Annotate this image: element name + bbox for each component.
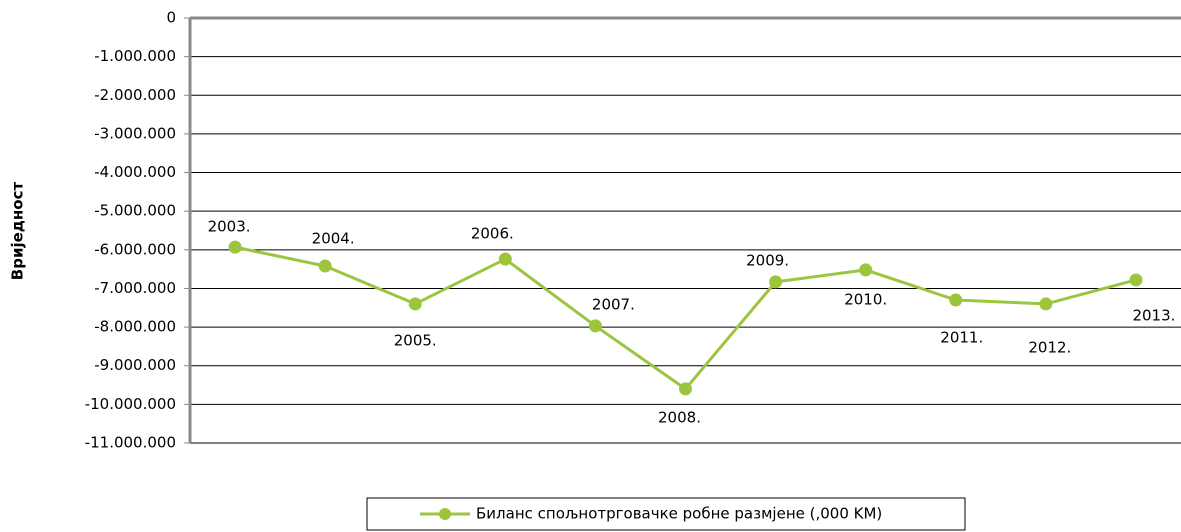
legend-label: Биланс спољнотрговачке робне размјене (,… <box>476 505 882 523</box>
point-label: 2013. <box>1132 306 1175 324</box>
point-label: 2008. <box>658 408 701 426</box>
point-label: 2007. <box>592 295 635 313</box>
y-tick-label: -5.000.000 <box>94 202 176 220</box>
y-tick-label: -9.000.000 <box>94 356 176 374</box>
y-tick-label: -4.000.000 <box>94 163 176 181</box>
y-tick-label: -7.000.000 <box>94 279 176 297</box>
y-tick-label: 0 <box>166 9 176 27</box>
point-label: 2004. <box>312 230 355 248</box>
point <box>228 240 242 254</box>
point <box>859 263 873 277</box>
point <box>1039 297 1053 311</box>
point <box>769 275 783 289</box>
point <box>498 252 512 266</box>
point <box>949 293 963 307</box>
point-label: 2011. <box>940 329 983 347</box>
point <box>1129 273 1143 287</box>
point-label: 2003. <box>208 218 251 236</box>
point <box>588 319 602 333</box>
y-tick-label: -6.000.000 <box>94 240 176 258</box>
point-label: 2005. <box>394 331 437 349</box>
point-label: 2009. <box>746 251 789 269</box>
y-tick-label: -8.000.000 <box>94 318 176 336</box>
point-label: 2006. <box>471 225 514 243</box>
y-tick-label: -2.000.000 <box>94 86 176 104</box>
point <box>318 259 332 273</box>
y-tick-label: -3.000.000 <box>94 124 176 142</box>
y-tick-label: -10.000.000 <box>85 395 176 413</box>
legend-marker <box>439 508 451 520</box>
y-tick-label: -1.000.000 <box>94 47 176 65</box>
point-label: 2012. <box>1028 338 1071 356</box>
point <box>679 382 692 396</box>
y-tick-label: -11.000.000 <box>85 434 176 452</box>
point <box>408 297 422 311</box>
point-label: 2010. <box>844 290 887 308</box>
series-line <box>234 245 1137 391</box>
y-axis-title: Вриједност <box>9 182 27 281</box>
